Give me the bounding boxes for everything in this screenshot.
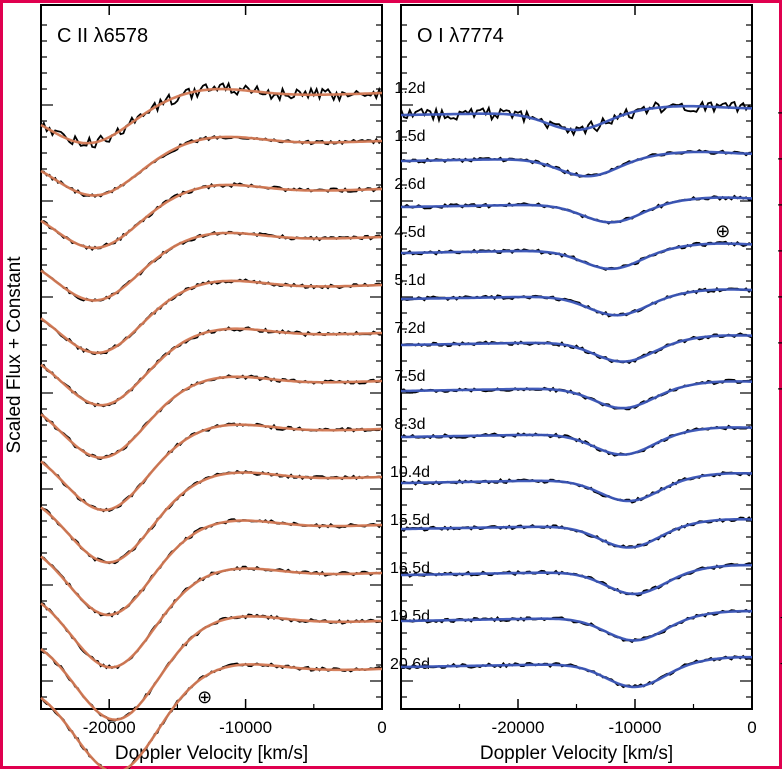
panel-c-ii: -20000 -10000 0 C II λ6578 Doppler Velocity … [40, 4, 430, 769]
observed-spectrum-4.5d [40, 230, 383, 303]
epoch-label: -15.0d [777, 196, 782, 213]
epoch-label: -10.0d [777, 380, 782, 397]
x-tick-label: 0 [377, 718, 386, 737]
model-spectrum--16.4d [401, 104, 752, 132]
epoch-label: 1.5d [394, 128, 425, 145]
model-spectrum-1.2d [40, 87, 383, 145]
epoch-label: 8.3d [394, 416, 425, 433]
model-spectrum--2.0d [401, 518, 752, 549]
model-spectrum-7.2d [40, 327, 383, 407]
model-spectrum--12.5d [401, 288, 753, 317]
observed-spectrum-15.5d [40, 518, 383, 618]
model-spectrum-2.6d [40, 183, 383, 250]
plot-frame [40, 4, 383, 710]
observed-spectrum-10.4d [40, 469, 383, 565]
model-spectrum--10.0d [401, 380, 753, 410]
observed-spectrum-7.2d [40, 326, 383, 408]
epoch-label: 1.2d [394, 80, 425, 97]
epoch-label: 7.2d [394, 320, 425, 337]
epoch-label: -16.4d [777, 104, 782, 121]
epoch-label: 2.6d [394, 176, 425, 193]
model-spectrum--9.3d [401, 426, 753, 456]
epoch-label: 20.6d [390, 656, 430, 673]
panel-title: C II λ6578 [57, 25, 148, 47]
x-tick-label: 0 [747, 718, 756, 737]
observed-spectrum-7.5d [40, 374, 383, 461]
model-spectrum-15.5d [40, 519, 383, 617]
plot-frame [400, 4, 753, 710]
epoch-label: 15.5d [390, 512, 430, 529]
observed-spectrum-8.3d [40, 422, 383, 513]
model-spectrum-1.5d [40, 135, 383, 197]
epoch-label: 5.1d [394, 272, 425, 289]
observed-spectrum--15.0d [400, 194, 753, 225]
epoch-label: 4.5d [394, 224, 425, 241]
model-spectrum--15.0d [401, 196, 753, 224]
model-spectrum-+1.9d [401, 609, 752, 642]
panel-o-i: -20000 -10000 0 O I λ7774 Doppler Velocity [… [400, 4, 782, 764]
model-spectrum-7.5d [40, 375, 383, 460]
observed-spectrum--1.0d [400, 562, 753, 597]
observed-spectrum--16.1d [400, 149, 753, 178]
epoch-label: 19.5d [390, 608, 430, 625]
x-tick-label: -20000 [492, 718, 545, 737]
observed-spectrum--13.1d [400, 240, 753, 271]
model-spectrum-19.5d [40, 614, 382, 722]
observed-spectrum-16.5d [40, 565, 383, 670]
panel-title: O I λ7774 [417, 25, 504, 47]
telluric-marker: ⊕ [715, 221, 730, 241]
epoch-label: -12.5d [777, 288, 782, 305]
model-spectrum--7.2d [401, 472, 752, 503]
model-spectrum--10.4d [401, 334, 753, 363]
observed-spectrum--16.4d [400, 100, 753, 137]
x-tick-label: -10000 [609, 718, 662, 737]
observed-spectrum-5.1d [40, 278, 383, 356]
model-spectrum-10.4d [40, 471, 383, 564]
model-spectrum-+3.0d [401, 655, 752, 689]
y-axis-label: Scaled Flux + Constant [4, 256, 25, 454]
x-axis-label: Doppler Velocity [km/s] [480, 743, 673, 764]
x-axis-label: Doppler Velocity [km/s] [115, 743, 308, 764]
epoch-label: 7.5d [394, 368, 425, 385]
epoch-label: 10.4d [390, 464, 430, 481]
epoch-label: +1.9d [780, 610, 782, 627]
epoch-label: -13.1d [777, 242, 782, 259]
epoch-label: -16.1d [777, 150, 782, 167]
x-tick-label: -10000 [219, 718, 272, 737]
epoch-label: 16.5d [390, 560, 430, 577]
model-spectrum-4.5d [40, 231, 383, 302]
epoch-label: +3.0d [780, 656, 782, 673]
model-spectrum-8.3d [40, 423, 383, 512]
model-spectrum--16.1d [401, 150, 753, 178]
model-spectrum--1.0d [401, 563, 752, 596]
x-tick-label: -20000 [83, 718, 136, 737]
model-spectrum-5.1d [40, 279, 383, 355]
model-spectrum--13.1d [401, 242, 753, 271]
model-spectrum-20.6d [40, 663, 382, 769]
epoch-label: -10.4d [777, 334, 782, 351]
telluric-marker: ⊕ [197, 687, 212, 707]
model-spectrum-16.5d [40, 567, 383, 669]
